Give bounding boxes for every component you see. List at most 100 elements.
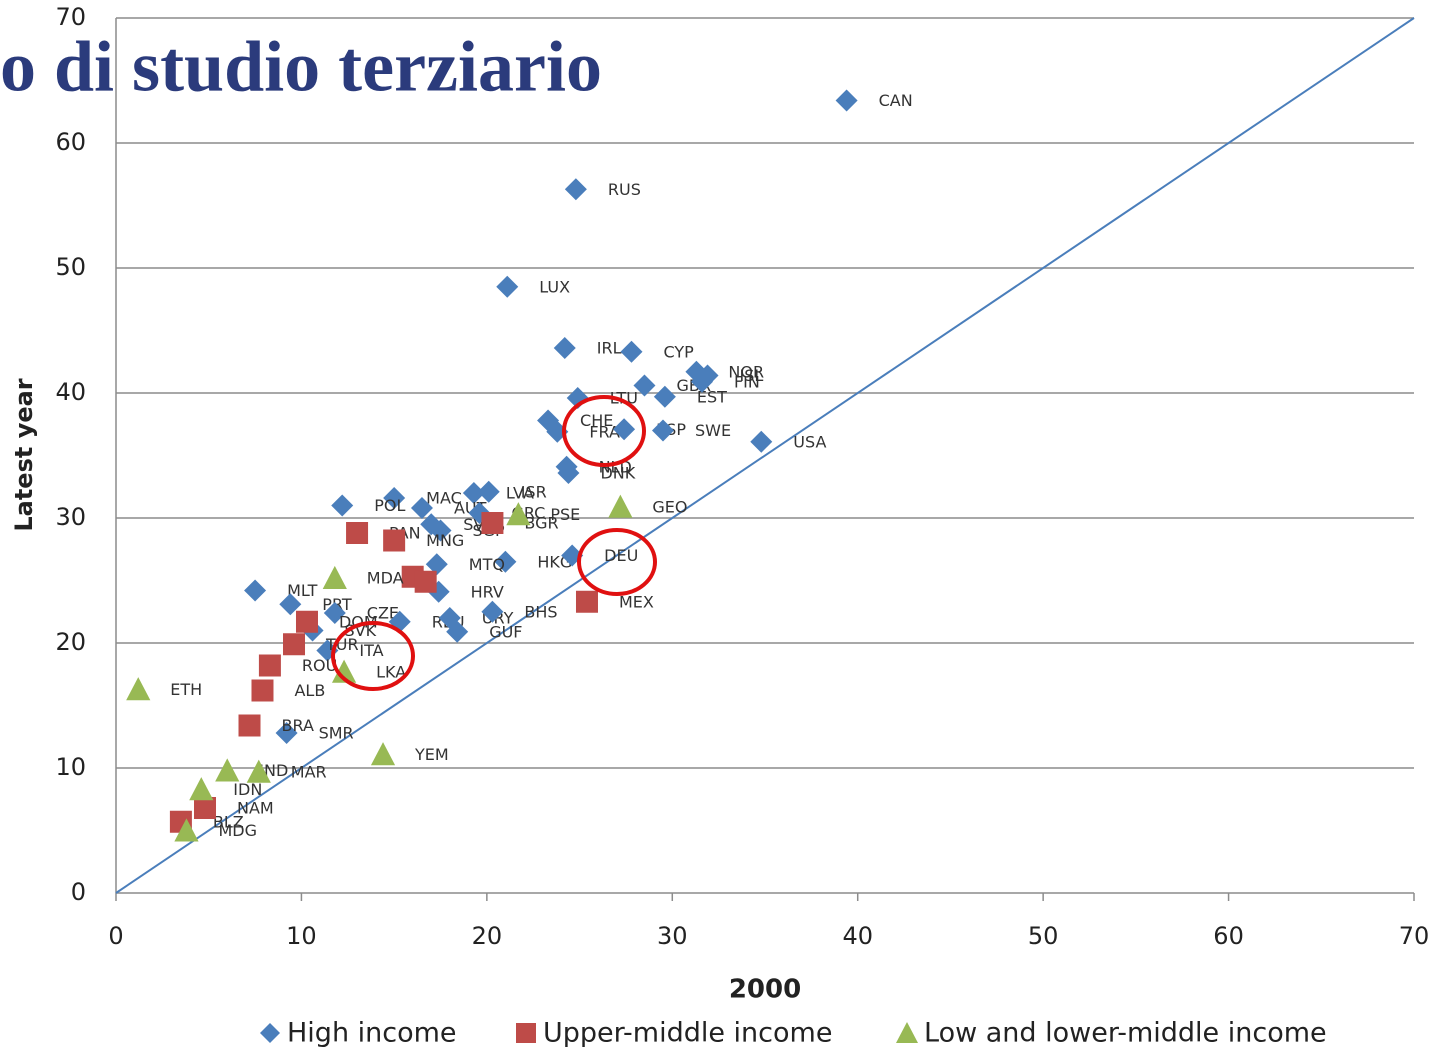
legend-marker: [516, 1023, 536, 1043]
point: [553, 337, 576, 359]
point-label: EST: [697, 387, 727, 406]
point: [835, 89, 858, 112]
x-tick-label: 20: [472, 922, 503, 950]
point-label: IRL: [597, 339, 622, 358]
point-label: ISR: [521, 482, 547, 501]
point-label: MLT: [287, 581, 318, 600]
point: [496, 275, 519, 298]
point: [506, 502, 531, 526]
point-label: LTU: [610, 389, 638, 408]
point-label: POL: [374, 496, 405, 515]
chart-title: o di studio terziario: [0, 27, 602, 107]
point: [283, 633, 306, 656]
point-label: LKA: [376, 662, 406, 681]
point: [477, 480, 500, 503]
point-label: HRV: [471, 582, 504, 601]
point-label: CZE: [367, 604, 399, 623]
point-label: ROU: [302, 656, 337, 675]
point: [295, 610, 318, 633]
point-label: MDG: [218, 821, 257, 840]
point: [564, 178, 587, 201]
point: [323, 602, 346, 624]
point: [238, 714, 261, 737]
point-label: DNK: [600, 464, 635, 483]
point: [275, 722, 298, 744]
point-label: NAM: [237, 799, 274, 818]
point-label: PSE: [550, 505, 580, 524]
x-tick-label: 30: [657, 922, 688, 950]
x-tick-label: 40: [842, 922, 873, 950]
point: [410, 497, 433, 519]
point: [620, 340, 643, 363]
point-label: USA: [793, 432, 826, 451]
point-label: GUF: [489, 622, 522, 641]
point-label: FIN: [734, 372, 760, 391]
x-axis-label: 2000: [729, 975, 801, 1005]
point: [429, 519, 452, 542]
highlight-circle: [577, 528, 657, 596]
x-tick-label: 50: [1028, 922, 1059, 950]
y-tick-label: 40: [55, 378, 86, 406]
point: [258, 654, 281, 677]
point: [557, 462, 580, 484]
x-tick-label: 70: [1399, 922, 1430, 950]
point: [608, 494, 633, 518]
marks-layer: CANRUSLUXIRLCYPGBRESTNORISLFINLTUCHEFRAE…: [126, 89, 913, 842]
point-label: DEU: [604, 546, 638, 565]
point: [750, 430, 773, 453]
legend-marker: [260, 1023, 280, 1043]
highlight-circle: [331, 621, 415, 691]
x-tick-label: 60: [1213, 922, 1244, 950]
grid-layer: [115, 17, 1415, 901]
point: [690, 370, 713, 393]
point: [346, 522, 369, 544]
point-label: BRA: [282, 716, 314, 735]
point-label: ETH: [170, 680, 202, 699]
point: [613, 418, 636, 441]
point: [174, 818, 199, 842]
point: [126, 677, 151, 701]
point: [331, 494, 354, 517]
point: [322, 565, 347, 589]
y-tick-label: 0: [71, 878, 86, 906]
point-label: MEX: [619, 592, 654, 611]
y-tick-label: 50: [55, 253, 86, 281]
point-label: BLZ: [213, 812, 244, 831]
point: [331, 659, 357, 683]
x-tick-label: 0: [108, 922, 123, 950]
point-label: RUS: [608, 180, 641, 199]
point: [215, 758, 240, 782]
point-label: SWE: [695, 421, 731, 440]
point: [425, 553, 448, 576]
y-tick-label: 10: [55, 753, 86, 781]
point-label: ITA: [359, 641, 383, 660]
point-label: MTQ: [469, 555, 505, 574]
point-label: MAR: [291, 762, 327, 781]
point-label: GEO: [652, 497, 687, 516]
x-tick-label: 10: [286, 922, 317, 950]
point: [633, 374, 656, 397]
point: [251, 679, 274, 702]
point: [383, 529, 406, 552]
legend-label: Low and lower-middle income: [924, 1018, 1327, 1049]
point-label: MAC: [426, 489, 462, 508]
point-label: CHE: [580, 411, 613, 430]
point-label: YEM: [414, 745, 449, 764]
point-label: SMR: [319, 724, 354, 743]
point: [653, 385, 676, 408]
point: [189, 777, 214, 801]
point-label: IDN: [233, 780, 262, 799]
point: [481, 600, 504, 623]
point: [446, 620, 469, 643]
point: [414, 570, 437, 593]
point-label: FRA: [589, 422, 620, 441]
point: [462, 482, 485, 504]
y-tick-label: 70: [55, 3, 86, 31]
point: [194, 797, 217, 819]
y-axis-label: Latest year: [10, 378, 38, 531]
point: [244, 579, 267, 602]
point: [246, 759, 271, 783]
legend-label: High income: [287, 1018, 457, 1049]
highlight-circle: [562, 395, 646, 467]
